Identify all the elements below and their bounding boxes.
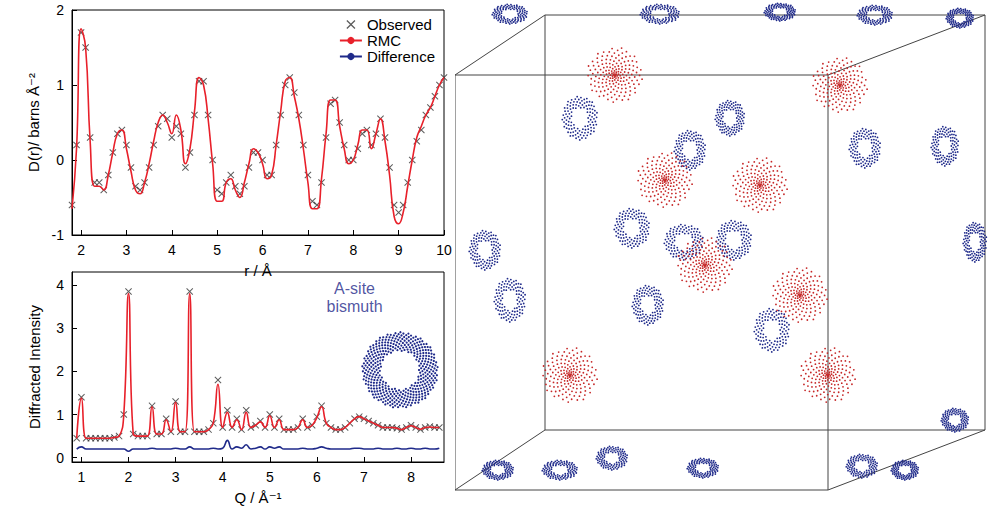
- svg-text:4: 4: [56, 277, 64, 293]
- svg-text:-1: -1: [52, 227, 65, 243]
- svg-text:2: 2: [56, 363, 64, 379]
- svg-text:0: 0: [56, 152, 64, 168]
- svg-text:6: 6: [259, 242, 267, 258]
- svg-text:1: 1: [56, 77, 64, 93]
- svg-text:8: 8: [407, 469, 415, 485]
- svg-text:Q / Å⁻¹: Q / Å⁻¹: [234, 489, 281, 506]
- svg-text:RMC: RMC: [367, 32, 401, 49]
- svg-text:9: 9: [395, 242, 403, 258]
- svg-text:A-site: A-site: [334, 280, 375, 297]
- svg-text:7: 7: [304, 242, 312, 258]
- svg-text:0: 0: [56, 450, 64, 466]
- svg-text:5: 5: [213, 242, 221, 258]
- svg-text:1: 1: [56, 407, 64, 423]
- svg-text:7: 7: [360, 469, 368, 485]
- svg-text:Difference: Difference: [367, 48, 435, 65]
- svg-text:2: 2: [56, 2, 64, 18]
- svg-text:3: 3: [56, 320, 64, 336]
- svg-text:6: 6: [313, 469, 321, 485]
- svg-text:5: 5: [266, 469, 274, 485]
- svg-text:2: 2: [125, 469, 133, 485]
- svg-text:Diffracted Intensity: Diffracted Intensity: [26, 305, 43, 429]
- svg-text:bismuth: bismuth: [327, 298, 383, 315]
- svg-text:D(r)/ barns Å⁻²: D(r)/ barns Å⁻²: [25, 73, 42, 172]
- svg-text:Observed: Observed: [367, 16, 432, 33]
- svg-text:4: 4: [168, 242, 176, 258]
- svg-text:10: 10: [436, 242, 452, 258]
- svg-text:3: 3: [123, 242, 131, 258]
- svg-text:2: 2: [77, 242, 85, 258]
- svg-text:3: 3: [172, 469, 180, 485]
- svg-text:1: 1: [78, 469, 86, 485]
- svg-text:r / Å: r / Å: [244, 262, 272, 279]
- svg-text:8: 8: [349, 242, 357, 258]
- svg-text:4: 4: [219, 469, 227, 485]
